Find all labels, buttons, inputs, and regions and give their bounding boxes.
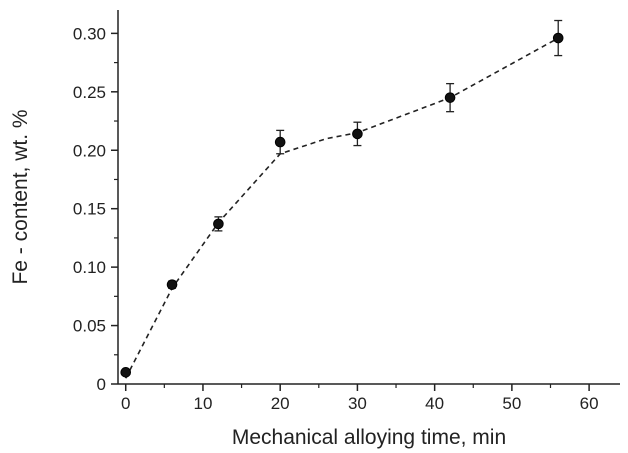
x-axis-title: Mechanical alloying time, min bbox=[232, 426, 506, 449]
y-tick-label: 0 bbox=[97, 375, 106, 394]
point-marker bbox=[352, 128, 363, 140]
data-points bbox=[120, 19, 564, 378]
y-tick-label: 0.05 bbox=[73, 317, 106, 336]
x-ticks: 0 10 20 30 40 50 60 bbox=[121, 384, 599, 413]
x-tick-label: 60 bbox=[580, 394, 599, 413]
y-tick-label: 0.10 bbox=[73, 258, 106, 277]
data-point bbox=[166, 279, 178, 290]
x-tick-label: 50 bbox=[502, 394, 521, 413]
data-point bbox=[552, 19, 564, 57]
data-point bbox=[274, 129, 286, 155]
point-marker bbox=[213, 218, 224, 230]
point-marker bbox=[444, 92, 456, 103]
data-point bbox=[213, 216, 224, 232]
point-marker bbox=[166, 279, 178, 290]
data-point bbox=[444, 82, 456, 113]
x-tick-label: 0 bbox=[121, 394, 130, 413]
point-marker bbox=[120, 367, 132, 378]
x-tick-label: 30 bbox=[348, 394, 367, 413]
point-marker bbox=[552, 32, 564, 44]
x-tick-label: 20 bbox=[271, 394, 290, 413]
plot-frame bbox=[117, 10, 620, 385]
y-tick-label: 0.25 bbox=[73, 83, 106, 102]
point-marker bbox=[274, 136, 286, 148]
y-tick-label: 0.20 bbox=[73, 141, 106, 160]
y-ticks: 0 0.05 0.10 0.15 0.20 0.25 0.30 bbox=[73, 24, 118, 394]
x-tick-label: 40 bbox=[425, 394, 444, 413]
x-tick-label: 10 bbox=[193, 394, 212, 413]
y-tick-label: 0.15 bbox=[73, 200, 106, 219]
data-point bbox=[120, 367, 132, 378]
data-point bbox=[352, 121, 363, 147]
trend-line bbox=[124, 37, 559, 379]
y-tick-label: 0.30 bbox=[73, 24, 106, 43]
y-axis-title: Fe - content, wt. % bbox=[9, 109, 32, 284]
